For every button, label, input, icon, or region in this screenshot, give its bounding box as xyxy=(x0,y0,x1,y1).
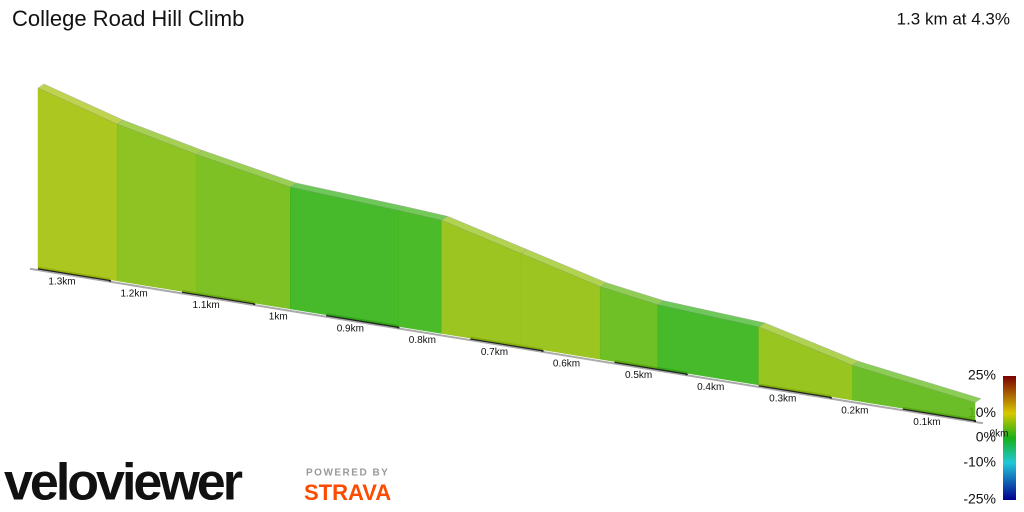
x-tick-label: 1.3km xyxy=(48,277,75,288)
x-tick-label: 0km xyxy=(990,429,1009,440)
x-tick-label: 0.3km xyxy=(769,394,796,405)
chart-title: College Road Hill Climb xyxy=(12,6,244,31)
profile-segment xyxy=(290,186,399,327)
x-tick-label: 0.2km xyxy=(841,405,868,416)
x-tick-label: 0.8km xyxy=(409,335,436,346)
logo: veloviewer xyxy=(4,454,243,512)
x-tick-label: 0.5km xyxy=(625,370,652,381)
axis-line xyxy=(29,267,984,425)
x-tick-label: 0.4km xyxy=(697,382,724,393)
profile-segment xyxy=(441,219,522,347)
x-tick-label: 1km xyxy=(269,312,288,323)
x-tick-label: 0.9km xyxy=(337,323,364,334)
powered-by: POWERED BY xyxy=(306,468,389,479)
colorbar-label: -25% xyxy=(963,491,996,507)
chart-subtitle: 1.3 km at 4.3% xyxy=(897,9,1010,28)
colorbar xyxy=(1003,376,1016,500)
colorbar-label: 25% xyxy=(968,367,996,383)
colorbar-label: 0% xyxy=(976,429,996,445)
x-tick-label: 0.7km xyxy=(481,347,508,358)
profile-top xyxy=(852,361,982,403)
strava: STRAVA xyxy=(304,480,391,505)
x-tick-label: 0.6km xyxy=(553,358,580,369)
colorbar-label: -10% xyxy=(963,454,996,470)
x-tick-label: 0.1km xyxy=(913,417,940,428)
x-tick-label: 1.1km xyxy=(193,300,220,311)
x-tick-label: 1.2km xyxy=(120,288,147,299)
profile-segment xyxy=(398,210,442,334)
